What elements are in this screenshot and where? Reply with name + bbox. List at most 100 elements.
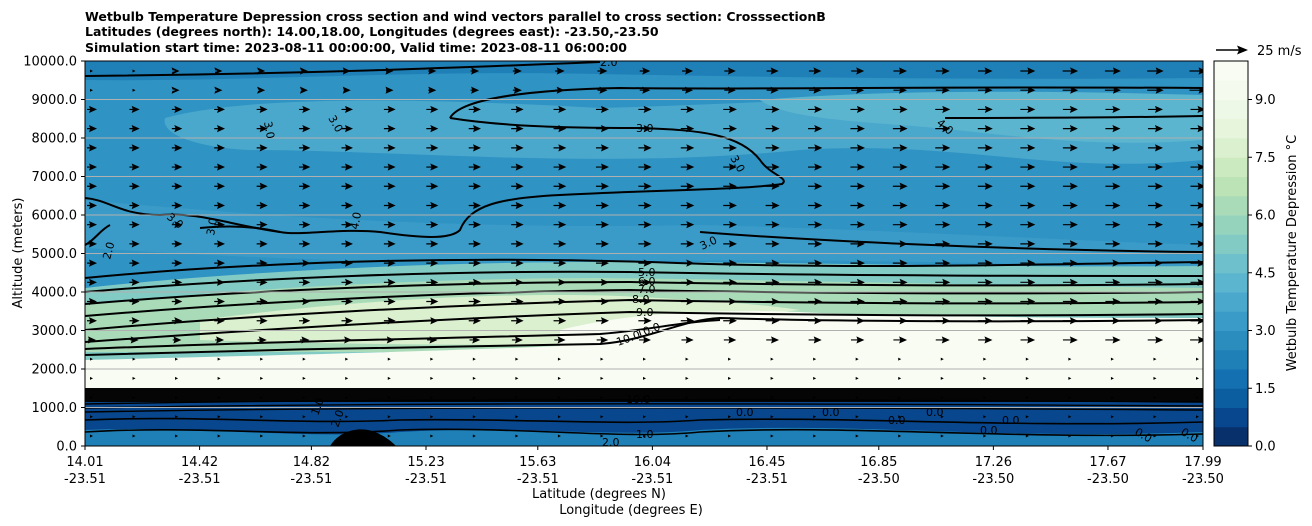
contour-3-right: [699, 231, 1203, 253]
wind-vector: [977, 278, 993, 286]
wind-vector: [256, 317, 268, 325]
wind-vector: [765, 144, 780, 152]
wind-vector: [1105, 317, 1121, 325]
wind-vector: [468, 125, 481, 133]
y-tick-label: 2000.0: [32, 363, 78, 378]
wind-vector: [129, 259, 140, 267]
wind-vector: [341, 163, 353, 171]
x-tick-label-lat: 14.82: [293, 455, 330, 470]
wind-vector: [1020, 67, 1036, 75]
wind-vector: [515, 376, 519, 380]
wind-vector: [468, 105, 481, 114]
wind-vector: [1196, 357, 1199, 361]
wind-vector: [1025, 415, 1029, 419]
colorbar-segment: [1214, 330, 1248, 351]
wind-vector: [1105, 278, 1121, 286]
colorbar-segment: [1214, 349, 1248, 370]
wind-vector: [553, 221, 567, 229]
wind-vector: [977, 163, 993, 171]
x-tick-label-lon: -23.51: [631, 472, 673, 487]
x-tick-label-lat: 14.42: [181, 455, 218, 470]
wind-vector: [638, 105, 652, 114]
wind-vector: [472, 415, 476, 419]
wind-vector: [1025, 376, 1029, 380]
wind-vector: [1062, 144, 1078, 152]
wind-vector: [87, 278, 97, 286]
wind-vector: [257, 336, 267, 344]
wind-vector: [940, 357, 944, 361]
wind-vector: [638, 297, 652, 306]
wind-vector: [171, 182, 183, 190]
y-gridlines: [85, 99, 1203, 408]
wind-vector: [595, 105, 609, 114]
wind-key: 25 m/s: [1216, 44, 1302, 59]
wind-vector: [472, 376, 476, 380]
wind-vector: [1147, 259, 1163, 267]
wind-vector: [808, 86, 822, 94]
wind-vector: [302, 357, 306, 361]
wind-vector: [426, 163, 439, 171]
wind-vector: [892, 317, 908, 325]
wind-vector: [426, 259, 439, 267]
wind-vector: [680, 105, 695, 114]
wind-vector: [983, 434, 987, 438]
wind-vector: [175, 376, 179, 380]
wind-vector: [511, 182, 524, 190]
wind-vector: [643, 357, 646, 361]
wind-vector: [342, 336, 353, 344]
wind-vector: [1147, 67, 1164, 75]
wind-vector: [341, 278, 353, 286]
wind-vector: [214, 105, 225, 114]
wind-vector: [765, 259, 780, 267]
wind-vector: [977, 105, 993, 114]
wind-vector: [680, 240, 695, 248]
wind-vector: [892, 278, 908, 286]
wind-vector: [428, 67, 437, 75]
wind-vector: [557, 415, 561, 419]
wind-vector: [977, 240, 993, 248]
x-tick-label-lat: 15.23: [407, 455, 444, 470]
x-tick-label-lon: -23.50: [1182, 472, 1224, 487]
wind-vector: [1062, 105, 1078, 114]
wind-vector: [681, 336, 694, 344]
wind-vector: [1147, 240, 1163, 248]
wind-vector: [217, 376, 221, 380]
wind-vector: [129, 297, 140, 306]
wind-vector: [87, 182, 97, 190]
wind-vector: [430, 396, 434, 400]
wind-vector: [129, 125, 140, 133]
colorbar-segment: [1214, 272, 1248, 293]
wind-vector: [1062, 336, 1078, 344]
colorbar-segment: [1214, 118, 1248, 139]
wind-vector: [680, 182, 695, 190]
wind-vector: [1105, 201, 1121, 210]
wind-vector: [132, 357, 136, 361]
wind-vector: [87, 317, 97, 325]
wind-vector: [850, 317, 865, 325]
wind-vector: [766, 336, 780, 344]
wind-vector: [553, 182, 567, 190]
wind-vector: [1147, 221, 1163, 229]
wind-vector: [1062, 163, 1078, 171]
wind-vector: [468, 201, 481, 210]
wind-vector: [1190, 105, 1203, 114]
y-axis-label: Altitude (meters): [11, 198, 26, 309]
colorbar-frame: [1213, 60, 1249, 447]
wind-vector: [893, 67, 907, 75]
wind-vector: [90, 357, 93, 361]
wind-vector: [217, 415, 221, 419]
wind-vector: [302, 376, 306, 380]
x-tick-label-lat: 15.63: [519, 455, 556, 470]
wind-vector: [808, 125, 823, 133]
wind-vector: [553, 125, 567, 133]
wind-vector: [728, 357, 732, 361]
wind-vector: [214, 297, 225, 306]
wind-vector: [341, 297, 353, 306]
wind-vector: [171, 259, 183, 267]
wind-vector: [511, 317, 524, 325]
wind-vector: [765, 317, 780, 325]
wind-vector: [383, 163, 396, 171]
wind-vector: [808, 67, 822, 75]
wind-vector: [553, 240, 567, 248]
wind-vector: [639, 86, 651, 94]
